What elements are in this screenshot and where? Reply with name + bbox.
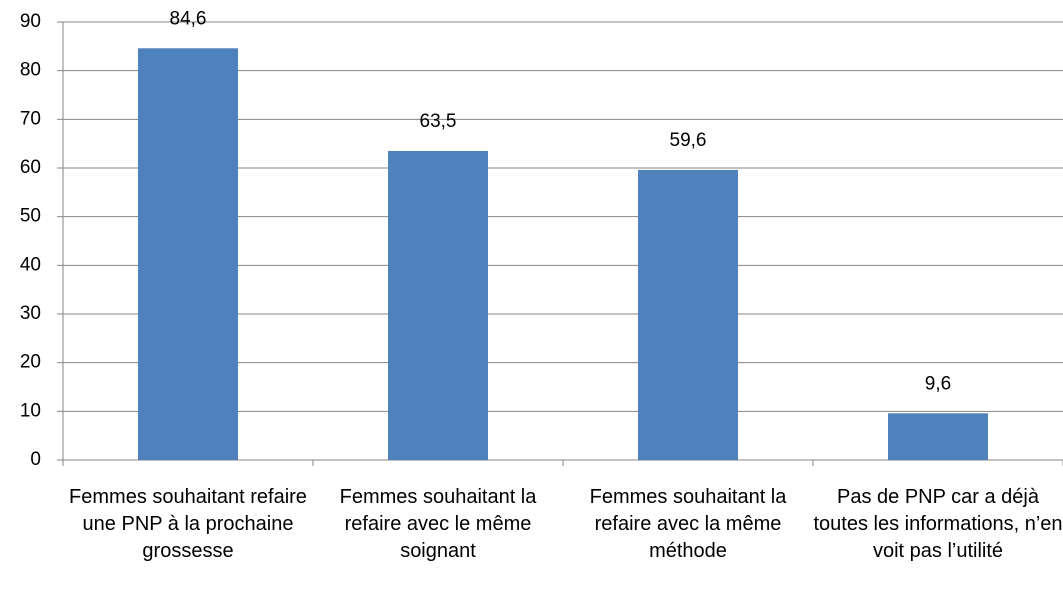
y-tick-label: 10 xyxy=(20,400,41,421)
x-tick-label: Femmes souhaitant refaire une PNP à la p… xyxy=(69,486,307,562)
y-tick-label: 70 xyxy=(20,108,41,129)
bar xyxy=(888,413,988,460)
x-tick-label: Femmes souhaitant la refaire avec la mêm… xyxy=(589,486,787,562)
bar xyxy=(638,169,738,461)
y-tick-label: 60 xyxy=(20,157,41,178)
value-label: 84,6 xyxy=(170,8,207,29)
bar xyxy=(138,48,238,460)
x-tick-label: Pas de PNP car a déjà toutes les informa… xyxy=(813,486,1063,562)
y-tick-label: 50 xyxy=(20,206,41,227)
value-label: 59,6 xyxy=(670,130,707,151)
y-tick-label: 40 xyxy=(20,254,41,275)
value-label: 63,5 xyxy=(420,111,457,132)
value-label: 9,6 xyxy=(925,373,951,394)
y-tick-label: 30 xyxy=(20,303,41,324)
y-tick-label: 20 xyxy=(20,352,41,373)
x-tick-label: Femmes souhaitant la refaire avec le mêm… xyxy=(339,486,537,562)
y-tick-label: 80 xyxy=(20,60,41,81)
bar xyxy=(388,150,488,460)
y-tick-label: 0 xyxy=(30,449,41,470)
y-tick-label: 90 xyxy=(20,11,41,32)
